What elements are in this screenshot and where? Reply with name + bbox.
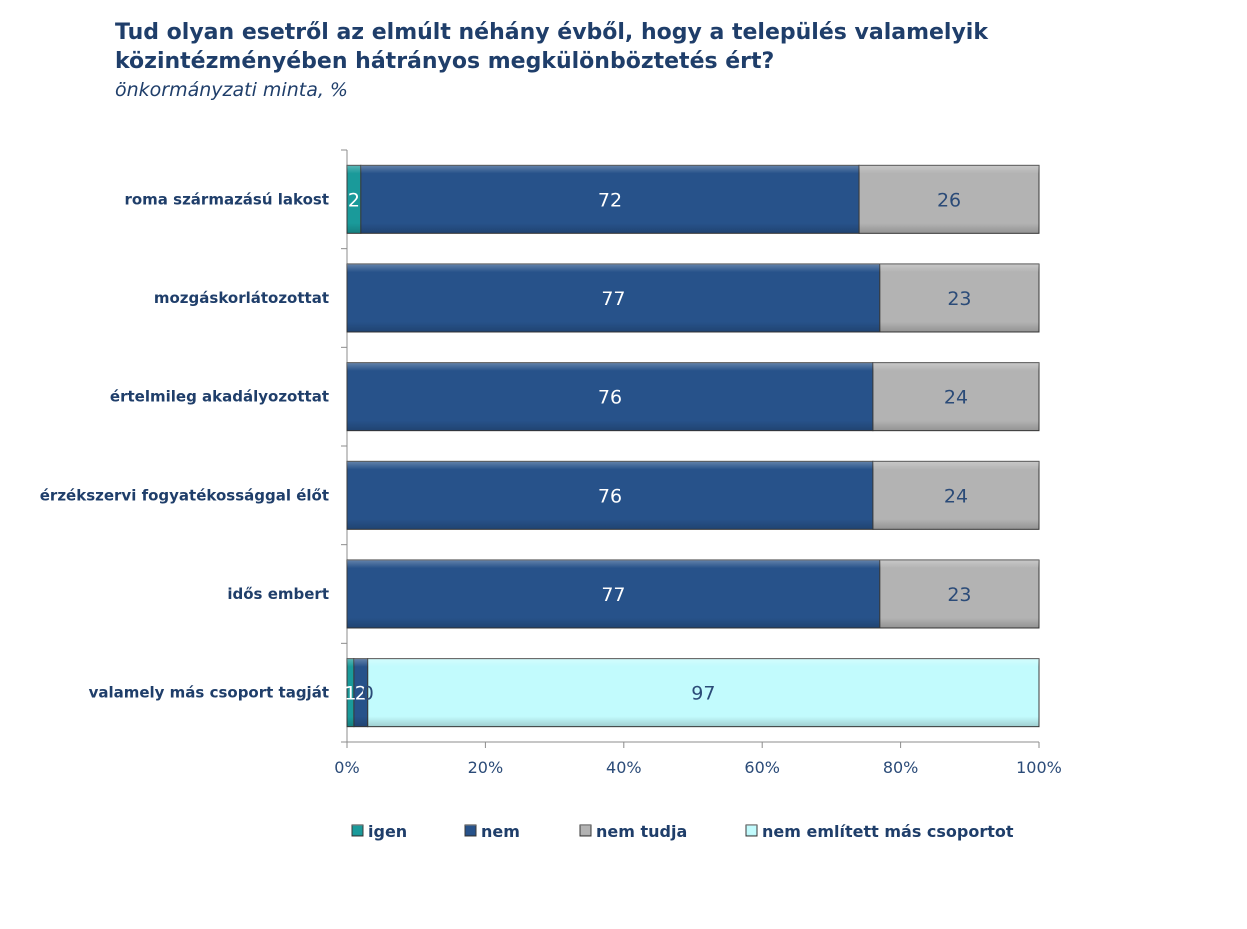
legend-label: igen xyxy=(368,822,407,841)
axes xyxy=(341,149,1040,748)
chart-subtitle: önkormányzati minta, % xyxy=(115,79,348,101)
x-tick-labels: 0% 20% 40% 60% 80% 100% xyxy=(334,758,1062,777)
data-label: 76 xyxy=(598,485,622,507)
category-label: valamely más csoport tagját xyxy=(89,684,329,702)
data-label: 26 xyxy=(937,189,961,211)
legend-item: nem xyxy=(464,822,520,841)
data-label: 0 xyxy=(362,683,374,705)
legend-item: nem említett más csoportot xyxy=(745,822,1014,841)
data-label: 77 xyxy=(601,288,625,310)
data-label: 2 xyxy=(348,189,360,211)
legend-label: nem tudja xyxy=(596,822,687,841)
bar-row: 76 24 xyxy=(346,362,1040,432)
legend-label: nem említett más csoportot xyxy=(762,822,1014,841)
category-labels: roma származású lakost mozgáskorlátozotta… xyxy=(40,190,329,701)
data-label: 2 xyxy=(355,683,367,705)
data-label: 97 xyxy=(691,683,715,705)
x-tick-label: 80% xyxy=(883,758,919,777)
legend-item: igen xyxy=(351,822,407,841)
legend-swatch-shading xyxy=(465,825,476,836)
data-label: 1 xyxy=(344,683,356,705)
data-label: 24 xyxy=(944,485,968,507)
bar-row: 120 97 xyxy=(344,658,1040,728)
legend-item: nem tudja xyxy=(579,822,687,841)
bar-row: 76 24 xyxy=(346,460,1040,530)
data-label: 23 xyxy=(947,288,971,310)
category-label: roma származású lakost xyxy=(124,190,329,208)
category-label: értelmileg akadályozottat xyxy=(110,388,329,406)
x-tick-label: 40% xyxy=(606,758,642,777)
x-tick-label: 0% xyxy=(334,758,359,777)
category-label: érzékszervi fogyatékossággal élőt xyxy=(40,486,329,504)
data-label: 24 xyxy=(944,387,968,409)
bar-row: 77 23 xyxy=(346,559,1040,629)
data-label: 77 xyxy=(601,584,625,606)
x-tick-label: 100% xyxy=(1016,758,1062,777)
category-label: mozgáskorlátozottat xyxy=(154,289,329,307)
data-label: 23 xyxy=(947,584,971,606)
legend-label: nem xyxy=(481,822,520,841)
data-label: 72 xyxy=(598,189,622,211)
chart-title: Tud olyan esetről az elmúlt néhány évből… xyxy=(115,20,988,74)
bar-row: 77 23 xyxy=(346,263,1040,333)
x-tick-label: 60% xyxy=(744,758,780,777)
legend-swatch-shading xyxy=(746,825,757,836)
x-tick-label: 20% xyxy=(468,758,504,777)
bar-row: 2 72 26 xyxy=(346,164,1040,234)
legend: igen nem nem tudja nem említett más csoport… xyxy=(351,822,1014,841)
data-label: 76 xyxy=(598,387,622,409)
category-label: idős embert xyxy=(227,585,329,603)
legend-swatch-shading xyxy=(580,825,591,836)
legend-swatch-shading xyxy=(352,825,363,836)
